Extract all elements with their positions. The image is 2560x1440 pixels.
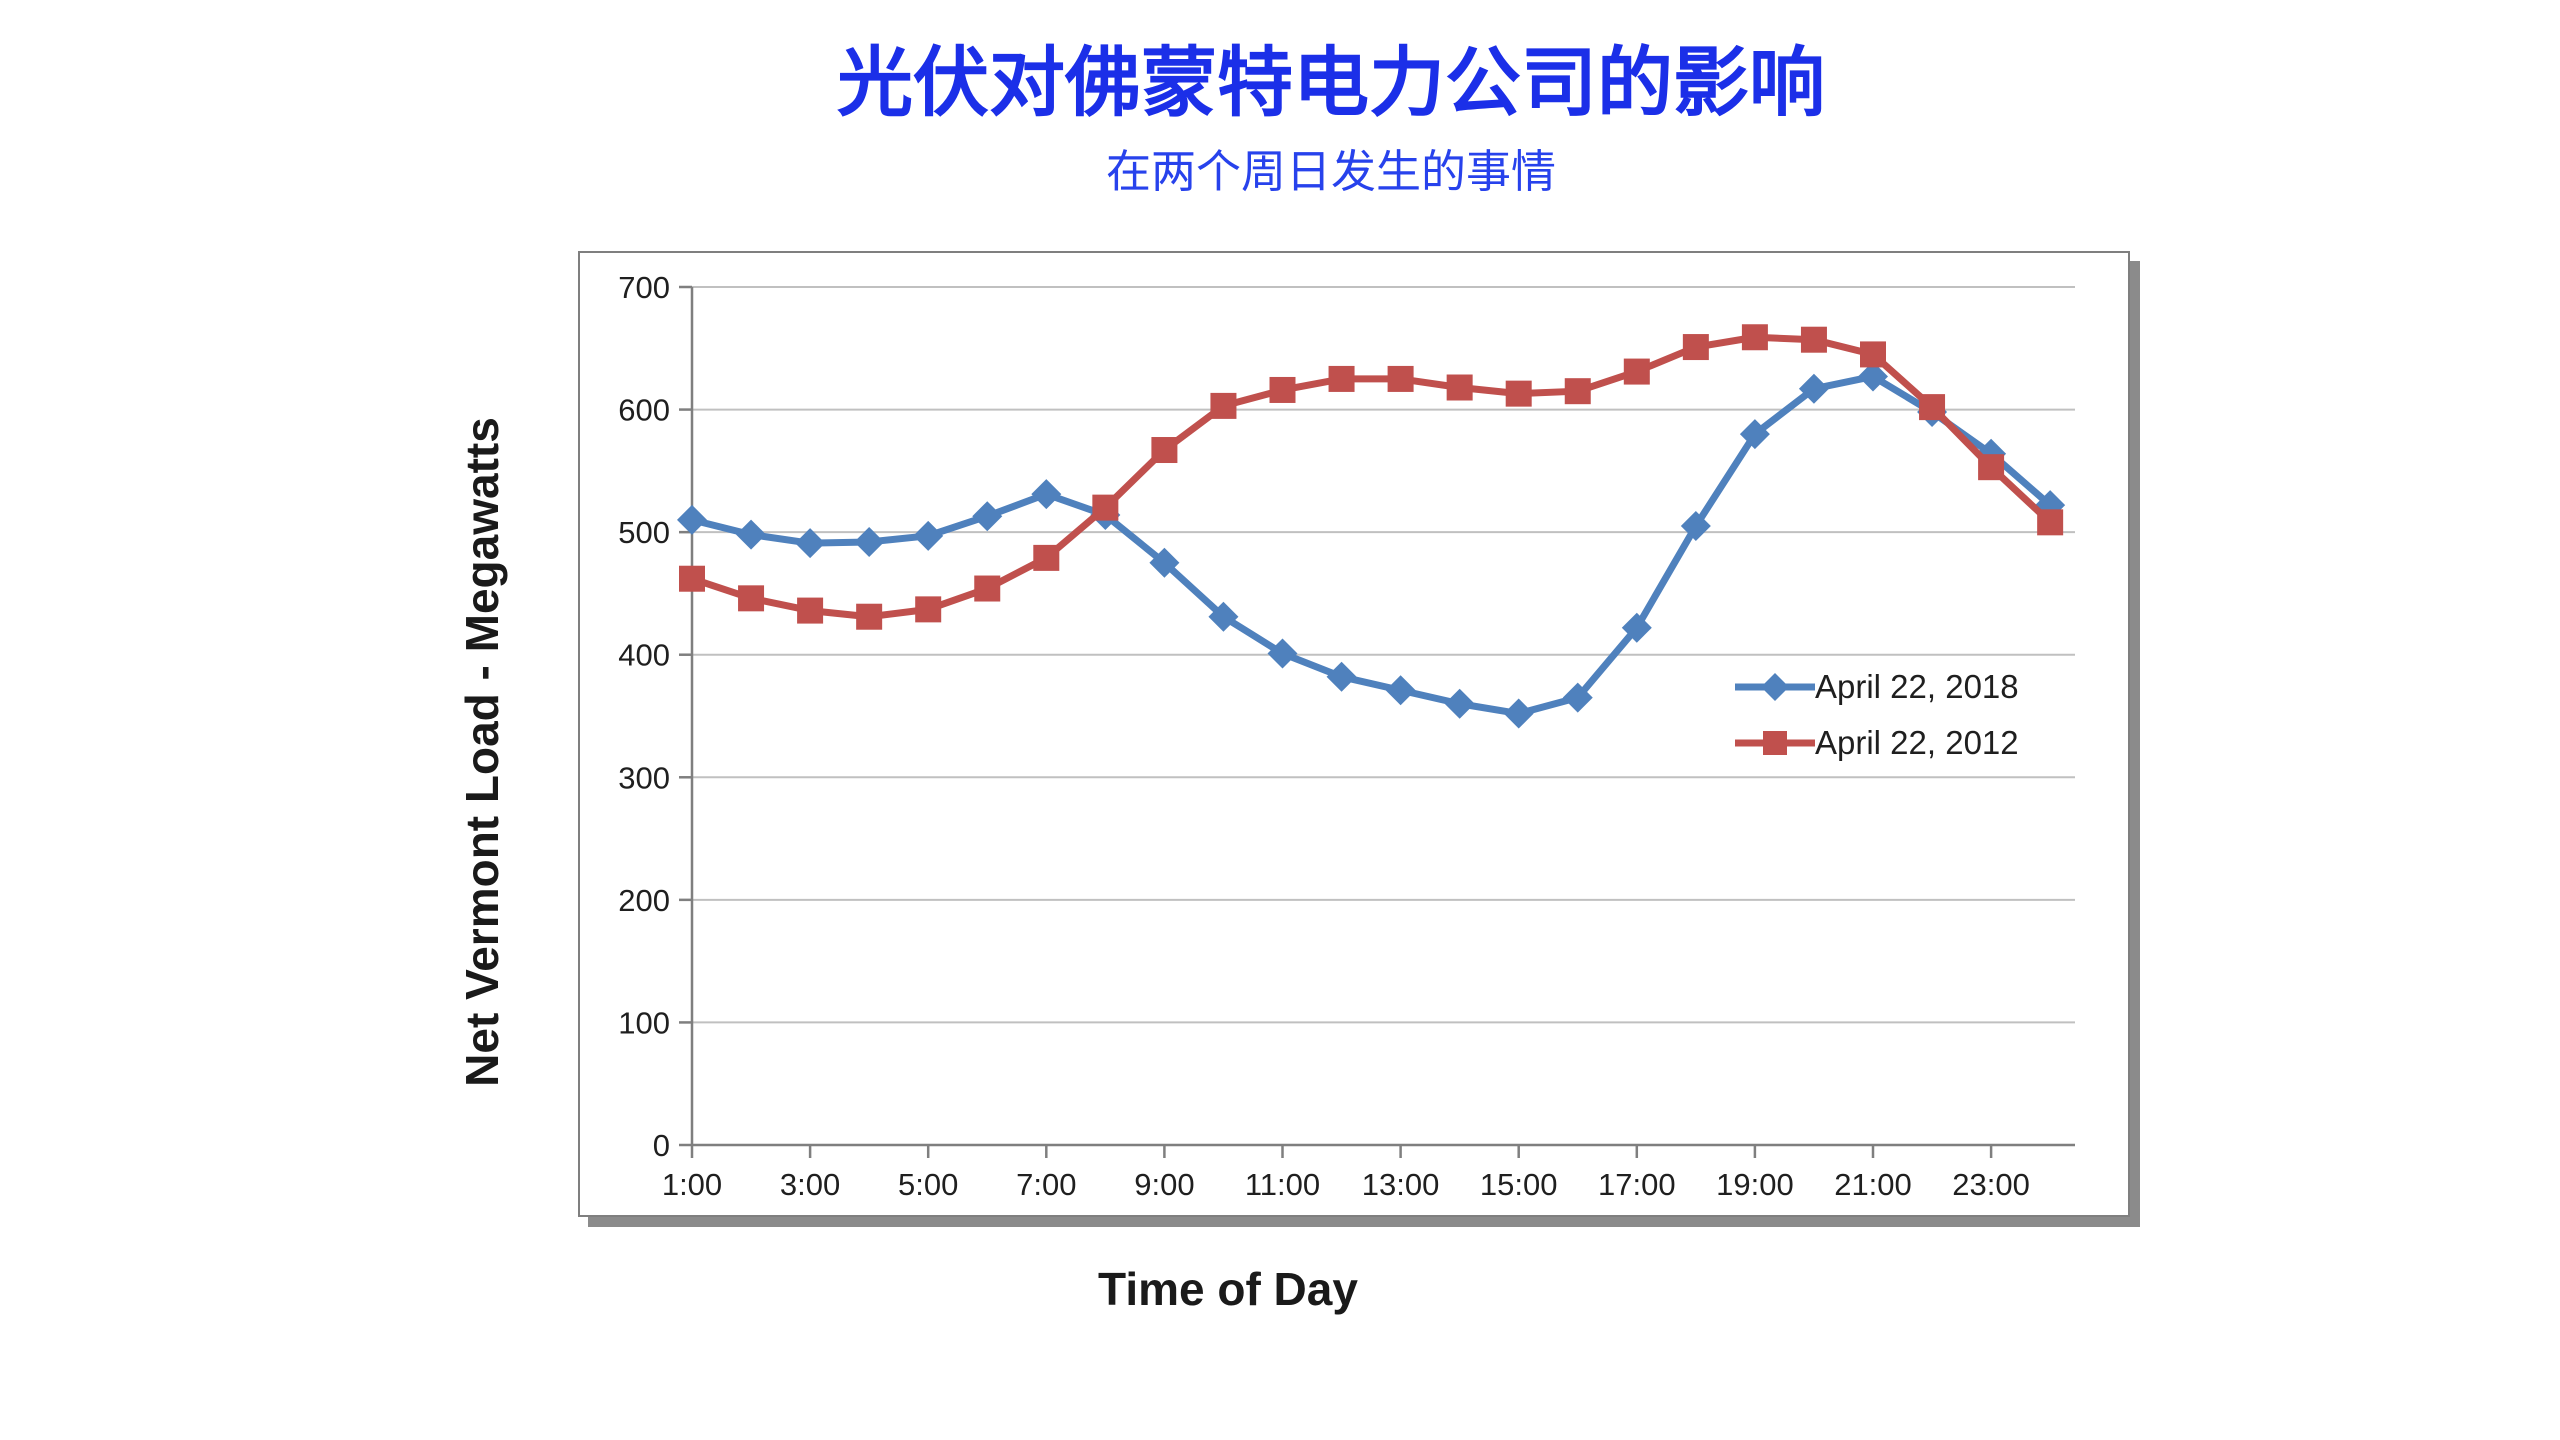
- page-title: 光伏对佛蒙特电力公司的影响: [837, 41, 1825, 126]
- svg-text:23:00: 23:00: [1952, 1167, 2030, 1202]
- svg-text:100: 100: [618, 1005, 670, 1040]
- title-block: 光伏对佛蒙特电力公司的影响 在两个周日发生的事情: [837, 40, 1825, 200]
- svg-text:600: 600: [618, 393, 670, 428]
- svg-text:21:00: 21:00: [1834, 1167, 1912, 1202]
- svg-text:200: 200: [618, 883, 670, 918]
- legend-marker-diamond-icon: [1735, 673, 1815, 701]
- svg-text:15:00: 15:00: [1480, 1167, 1558, 1202]
- svg-text:300: 300: [618, 760, 670, 795]
- svg-text:7:00: 7:00: [1016, 1167, 1076, 1202]
- svg-text:3:00: 3:00: [780, 1167, 840, 1202]
- chart-canvas: 0 100 200 300 400 500 600 700 1:00 3:00 5:00 7:00 9:…: [618, 270, 2075, 1202]
- svg-text:17:00: 17:00: [1598, 1167, 1676, 1202]
- svg-text:400: 400: [618, 638, 670, 673]
- svg-text:1:00: 1:00: [662, 1167, 722, 1202]
- svg-text:13:00: 13:00: [1362, 1167, 1440, 1202]
- svg-text:700: 700: [618, 270, 670, 305]
- svg-text:5:00: 5:00: [898, 1167, 958, 1202]
- svg-text:11:00: 11:00: [1245, 1167, 1320, 1202]
- legend-label-2018: April 22, 2018: [1815, 668, 2019, 705]
- chart-frame: 0 100 200 300 400 500 600 700 1:00 3:00 5:00 7:00 9:…: [578, 251, 2130, 1217]
- svg-text:500: 500: [618, 515, 670, 550]
- x-axis-title: Time of Day: [1098, 1263, 1358, 1315]
- svg-text:9:00: 9:00: [1134, 1167, 1194, 1202]
- svg-text:19:00: 19:00: [1716, 1167, 1794, 1202]
- y-axis-title: Net Vermont Load - Megawatts: [456, 417, 508, 1087]
- legend-item-2012: April 22, 2012: [1735, 721, 2019, 765]
- legend-label-2012: April 22, 2012: [1815, 724, 2019, 761]
- legend-item-2018: April 22, 2018: [1735, 665, 2019, 709]
- chart-legend: April 22, 2018 April 22, 2012: [1735, 665, 2019, 777]
- svg-text:0: 0: [653, 1128, 670, 1163]
- legend-marker-square-icon: [1735, 731, 1815, 755]
- page-subtitle: 在两个周日发生的事情: [1105, 147, 1556, 198]
